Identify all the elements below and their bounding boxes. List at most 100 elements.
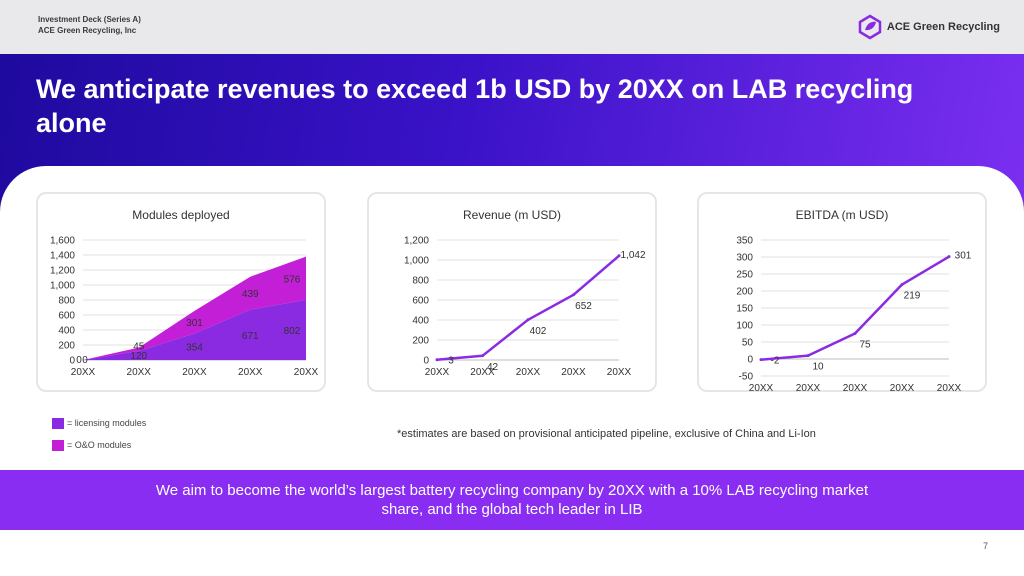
x-tick-label: 20XX — [294, 367, 319, 378]
y-tick-label: 250 — [736, 270, 753, 281]
ebitda-chart-svg: -50 0 50 100 150 200 250 300 350 20XX 20XX 20XX 20XX… — [736, 236, 972, 395]
y-tick-label: 1,600 — [50, 236, 75, 247]
mission-banner: We aim to become the world’s largest bat… — [0, 470, 1024, 530]
data-point — [806, 354, 810, 358]
y-tick-label: 200 — [412, 336, 429, 347]
legend-item-om: = O&O modules — [52, 439, 146, 451]
x-tick-label: 20XX — [607, 367, 632, 378]
y-tick-label: 600 — [58, 311, 75, 322]
data-label: 3 — [448, 356, 454, 367]
deck-title: Investment Deck (Series A) — [38, 15, 141, 24]
data-label-licensing: 0 — [76, 355, 82, 366]
y-tick-label: 200 — [58, 341, 75, 352]
data-point — [481, 354, 484, 358]
data-label-licensing: 120 — [130, 351, 147, 362]
legend-label: = O&O modules — [67, 440, 132, 450]
y-tick-label: 0 — [423, 356, 429, 367]
data-point — [526, 318, 530, 322]
y-tick-label: 1,200 — [50, 266, 75, 277]
data-label: 402 — [530, 326, 547, 337]
legend-label: = licensing modules — [67, 418, 147, 428]
company-logo: ACE Green Recycling — [857, 14, 1000, 40]
data-label-om: 439 — [242, 289, 259, 300]
chart-title: Revenue (m USD) — [462, 208, 562, 222]
revenue-chart: 0 200 400 600 800 1,000 1,200 20XX 20XX 20XX 20XX 2… — [367, 192, 657, 392]
data-label-licensing: 354 — [186, 343, 203, 354]
data-label-om: 576 — [284, 274, 301, 285]
data-point — [900, 283, 904, 287]
x-tick-label: 20XX — [796, 383, 821, 394]
legend-swatch — [52, 417, 64, 429]
chart-title: Modules deployed — [132, 208, 230, 222]
data-point — [572, 293, 575, 297]
chart-title: EBITDA (m USD) — [795, 208, 889, 222]
y-tick-label: 1,000 — [404, 256, 429, 267]
mission-statement: We aim to become the world’s largest bat… — [155, 482, 869, 518]
leaf-logo-icon — [858, 14, 882, 40]
data-point — [759, 358, 763, 362]
x-tick-label: 20XX — [516, 367, 541, 378]
y-tick-label: -50 — [739, 372, 754, 383]
legend: = licensing modules = O&O modules — [52, 417, 146, 461]
data-label-licensing: 671 — [242, 331, 259, 342]
data-point — [947, 255, 951, 259]
y-tick-label: 1,000 — [50, 281, 75, 292]
legend-swatch — [52, 439, 64, 451]
data-label: 10 — [812, 362, 824, 373]
x-tick-label: 20XX — [937, 383, 962, 394]
x-tick-label: 20XX — [890, 383, 915, 394]
area-licensing-modules — [83, 299, 306, 360]
data-point — [435, 358, 439, 362]
x-tick-label: 20XX — [749, 383, 774, 394]
x-tick-label: 20XX — [425, 367, 450, 378]
data-point — [617, 254, 621, 258]
y-tick-label: 1,200 — [404, 236, 429, 247]
data-label: 42 — [487, 362, 499, 373]
y-tick-label: 50 — [742, 338, 754, 349]
y-tick-label: 350 — [736, 236, 753, 247]
y-tick-label: 600 — [412, 296, 429, 307]
area-om-modules — [83, 256, 306, 360]
x-tick-label: 20XX — [238, 367, 263, 378]
data-label-om: 45 — [133, 342, 145, 353]
data-point — [853, 332, 857, 335]
data-label: 1,042 — [620, 250, 645, 261]
data-label: 652 — [575, 301, 592, 312]
y-tick-label: 400 — [412, 316, 429, 327]
y-tick-label: 0 — [69, 356, 75, 367]
top-bar: Investment Deck (Series A) ACE Green Rec… — [0, 0, 1024, 54]
x-tick-label: 20XX — [71, 367, 96, 378]
x-tick-label: 20XX — [182, 367, 207, 378]
y-tick-label: 200 — [736, 287, 753, 298]
company-name: ACE Green Recycling, Inc — [38, 26, 137, 35]
page-title: We anticipate revenues to exceed 1b USD … — [36, 74, 914, 138]
modules-deployed-chart: 0 200 400 600 800 1,000 1,200 1,400 1,600 20XX 20X… — [36, 192, 326, 392]
footnote: *estimates are based on provisional anti… — [397, 428, 816, 440]
data-label: 219 — [904, 291, 921, 302]
logo-text: ACE Green Recycling — [886, 21, 1000, 33]
deck-header: Investment Deck (Series A) ACE Green Rec… — [38, 14, 141, 36]
data-label-om: 0 — [82, 355, 88, 366]
x-tick-label: 20XX — [561, 367, 586, 378]
y-tick-label: 800 — [58, 296, 75, 307]
page-number: 7 — [982, 541, 988, 551]
y-tick-label: 0 — [747, 355, 753, 366]
y-tick-label: 150 — [736, 304, 753, 315]
data-label-om: 301 — [186, 318, 203, 329]
data-label-licensing: 802 — [284, 326, 301, 337]
y-tick-label: 1,400 — [50, 251, 75, 262]
y-tick-label: 400 — [58, 326, 75, 337]
legend-item-licensing: = licensing modules — [52, 417, 146, 429]
data-label: 75 — [859, 340, 871, 351]
y-tick-label: 100 — [736, 321, 753, 332]
y-tick-label: 300 — [736, 253, 753, 264]
data-label: 301 — [955, 251, 972, 262]
data-label: -2 — [771, 356, 780, 367]
y-tick-label: 800 — [412, 276, 429, 287]
x-tick-label: 20XX — [843, 383, 868, 394]
ebitda-chart: -50 0 50 100 150 200 250 300 350 20XX 20XX 20XX 20XX… — [697, 192, 987, 395]
x-tick-label: 20XX — [470, 367, 495, 378]
x-tick-label: 20XX — [127, 367, 152, 378]
revenue-chart-svg: 0 200 400 600 800 1,000 1,200 20XX 20XX 20XX 20XX 2… — [404, 236, 646, 379]
